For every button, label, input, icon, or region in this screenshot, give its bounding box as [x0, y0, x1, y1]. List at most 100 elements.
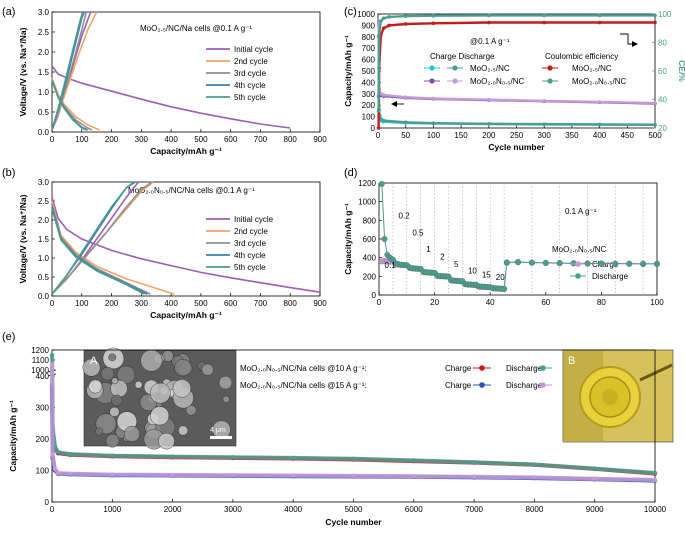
panel-c-label: (c): [344, 6, 357, 18]
panel-c-data-point: [597, 122, 602, 127]
panel-c-data-point: [597, 13, 602, 18]
sem-particle: [108, 353, 117, 362]
sem-particle: [134, 380, 143, 389]
panel-e-ytick-label: 400: [36, 372, 50, 381]
panel-e-data-point: [411, 458, 416, 463]
panel-c-data-point: [381, 118, 386, 123]
panel-e-data-point: [652, 470, 658, 476]
panel-e-data-point: [67, 471, 73, 476]
panel-b-ytick-label: 2.0: [38, 216, 50, 225]
panel-c-xtick-label: 0: [376, 131, 381, 140]
panel-d-ytick-label: 0: [372, 291, 377, 300]
panel-e-data-point: [652, 477, 658, 483]
panel-e-xtick-label: 6000: [405, 505, 423, 514]
panel-a-xtick-label: 100: [75, 135, 89, 144]
sem-particle: [149, 382, 171, 404]
panel-c-data-point: [653, 122, 657, 127]
panel-b-xtick-label: 100: [75, 299, 89, 308]
panel-e-xtick-label: 5000: [345, 505, 363, 514]
panel-c-data-point: [431, 13, 436, 18]
panel-b-ylabel: Voltage/V (vs. Na⁺/Na): [18, 194, 28, 283]
panel-c-data-point: [431, 21, 436, 26]
panel-e-legend-10: MoO₂.₀N₀.₅/NC/Na cells @10 A g⁻¹:: [240, 364, 367, 373]
panel-e-data-point: [291, 473, 296, 478]
panel-d-data-point: [612, 260, 619, 267]
panel-d-rate-label: 2: [440, 253, 445, 262]
panel-c-legend-cd: Charge Discharge: [430, 52, 495, 61]
panel-d-ytick-label: 1200: [358, 179, 376, 188]
panel-c-data-point: [653, 101, 657, 105]
panel-a-title: MoO₂.₅/NC/Na cells @0.1 A g⁻¹: [140, 24, 252, 33]
panel-c-data-point: [377, 33, 381, 38]
panel-e-ytick-label: 1200: [31, 346, 49, 355]
panel-e-ytick-label: 300: [36, 404, 50, 413]
panel-e-xtick-label: 3000: [224, 505, 242, 514]
panel-e-discharge-15: Discharge: [506, 381, 543, 390]
panel-b-xtick-label: 500: [194, 299, 208, 308]
panel-d-data-point: [503, 259, 510, 266]
panel-d-data-point: [654, 260, 660, 267]
panel-d-ytick-label: 800: [363, 216, 377, 225]
panel-e-xtick-label: 4000: [284, 505, 302, 514]
panel-c-legend-ce-moo2n: MoO₂.₀N₀.₅/NC: [572, 77, 627, 86]
panel-c-data-point: [403, 120, 408, 125]
panel-e-legend-marker: [479, 382, 485, 388]
panel-c-y2label: CE/%: [677, 60, 685, 82]
panel-e-data-point: [592, 476, 597, 481]
panel-b-legend-label: 3rd cycle: [234, 239, 267, 248]
panel-e-data-point: [230, 455, 236, 460]
panel-c-series-line: [377, 25, 656, 105]
panel-c-xtick-label: 300: [538, 131, 552, 140]
panel-b-xtick-label: 400: [164, 299, 178, 308]
panel-e-data-point: [110, 453, 115, 458]
panel-d-legend-marker: [575, 273, 581, 279]
panel-d-rate-label: 10: [468, 267, 477, 276]
panel-d-data-point: [378, 180, 385, 187]
panel-b-xtick-label: 300: [135, 299, 149, 308]
panel-a-xtick-label: 700: [254, 135, 268, 144]
panel-d-rate-label: 0.5: [412, 228, 424, 237]
panel-d-ytick-label: 600: [363, 235, 377, 244]
sem-particle: [218, 375, 233, 390]
panel-c-data-point: [542, 13, 546, 18]
sem-particle: [185, 404, 197, 416]
sem-particle: [222, 395, 230, 403]
panel-e-ytick-label: 0: [45, 498, 50, 507]
inset-a-label: A: [90, 355, 98, 367]
sem-particle: [123, 425, 141, 442]
panel-c-legend-ce: Coulombic efficiency: [545, 52, 618, 61]
panel-d-rate-label: 0.1: [385, 261, 397, 270]
panel-e-label: (e): [2, 331, 15, 343]
panel-d-ytick-label: 1000: [358, 198, 376, 207]
sem-particle: [140, 349, 163, 372]
panel-a-xlabel: Capacity/mAh g⁻¹: [150, 146, 222, 156]
sem-particle: [172, 379, 192, 398]
panel-c-data-point: [431, 96, 436, 101]
panel-c-ytick-label: 700: [362, 44, 376, 53]
panel-e-data-point: [110, 472, 115, 477]
panel-c-xtick-label: 450: [621, 131, 635, 140]
panel-c-data-point: [487, 20, 491, 25]
panel-d-rate-label: 5: [454, 260, 459, 269]
panel-c-data-point: [403, 14, 408, 18]
panel-c-data-point: [431, 121, 436, 126]
panel-b-legend-label: 5th cycle: [234, 263, 266, 272]
inset-b-photo: B: [562, 349, 674, 443]
panel-b-series-line: [51, 196, 321, 293]
panel-e-data-point: [471, 460, 477, 465]
panel-a-ytick-label: 3.0: [38, 8, 50, 17]
panel-d-data-point: [515, 258, 521, 265]
panel-c-xtick-label: 350: [565, 131, 579, 140]
panel-a-xtick-label: 600: [224, 135, 238, 144]
panel-e-data-point: [351, 473, 356, 479]
panel-e-legend-marker: [540, 382, 546, 388]
panel-c-data-point: [387, 15, 391, 19]
panel-e-xtick-label: 2000: [164, 505, 182, 514]
panel-a-label: (a): [2, 6, 15, 18]
panel-c-ytick-label: 800: [362, 33, 376, 42]
panel-c-data-point: [653, 20, 657, 25]
panel-d-xtick-label: 20: [430, 298, 439, 307]
panel-e-data-point: [55, 470, 61, 476]
panel-d-xtick-label: 80: [597, 298, 606, 307]
panel-c-legend-marker: [452, 78, 458, 84]
